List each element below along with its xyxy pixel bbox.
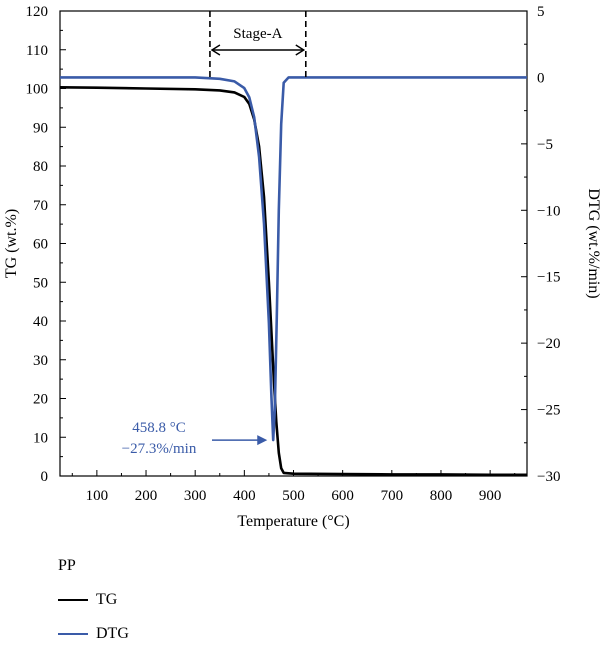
y-left-tick-label: 10 [33, 430, 48, 446]
y-right-tick-label: −15 [537, 270, 560, 286]
tga-chart: 100 200 300 400 500 600 700 800 9000102030405060… [3, 4, 600, 530]
y-left-tick-label: 100 [26, 82, 49, 98]
x-tick-label: 200 [135, 488, 158, 504]
y-right-tick-label: 0 [537, 70, 545, 86]
peak-rate-label: −27.3%/min [122, 441, 197, 457]
series-line-dtg [60, 76, 527, 442]
plot-frame [59, 10, 528, 477]
x-tick-label: 400 [233, 488, 256, 504]
x-tick-label: 600 [331, 488, 354, 504]
legend-swatch-dtg [58, 633, 88, 635]
y-left-axis-title: TG (wt.%) [3, 209, 20, 278]
x-tick-label: 300 [184, 488, 207, 504]
peak-temperature-label: 458.8 °C [132, 420, 186, 436]
peak-arrow-head [257, 435, 268, 446]
y-left-tick-label: 20 [33, 392, 48, 408]
stage-arrow-head-right [295, 44, 306, 56]
y-right-tick-label: −25 [537, 403, 560, 419]
plot-layer: 100 200 300 400 500 600 700 800 9000102030405060… [26, 4, 561, 504]
legend-swatch-tg [58, 599, 88, 601]
y-left-tick-label: 30 [33, 353, 48, 369]
y-right-tick-label: −5 [537, 137, 553, 153]
y-right-tick-label: −10 [537, 203, 560, 219]
y-left-tick-label: 90 [33, 120, 48, 136]
x-tick-label: 100 [86, 488, 109, 504]
y-right-tick-label: 5 [537, 4, 545, 20]
y-left-tick-label: 0 [41, 469, 49, 485]
y-left-tick-label: 50 [33, 275, 48, 291]
legend-item-tg: TG [58, 590, 129, 610]
x-tick-label: 900 [479, 488, 502, 504]
stage-label: Stage-A [233, 26, 282, 42]
y-right-axis-title: DTG (wt.%/min) [585, 188, 600, 298]
x-tick-label: 500 [282, 488, 305, 504]
x-tick-label: 800 [430, 488, 453, 504]
y-left-tick-label: 80 [33, 159, 48, 175]
x-tick-label: 700 [381, 488, 404, 504]
y-left-tick-label: 110 [26, 43, 48, 59]
legend: PP TG DTG [58, 556, 129, 658]
y-left-tick-label: 120 [26, 4, 49, 20]
x-axis-title: Temperature (°C) [237, 513, 349, 530]
legend-title: PP [58, 557, 76, 574]
stage-arrow-head-left [210, 44, 221, 56]
y-left-tick-label: 70 [33, 198, 48, 214]
legend-item-dtg: DTG [58, 624, 129, 644]
legend-label-tg: TG [96, 591, 118, 608]
series-line-tg [59, 86, 527, 477]
y-right-tick-label: −30 [537, 469, 560, 485]
y-right-tick-label: −20 [537, 336, 560, 352]
y-left-tick-label: 60 [33, 237, 48, 253]
y-left-tick-label: 40 [33, 314, 48, 330]
legend-label-dtg: DTG [96, 625, 129, 642]
